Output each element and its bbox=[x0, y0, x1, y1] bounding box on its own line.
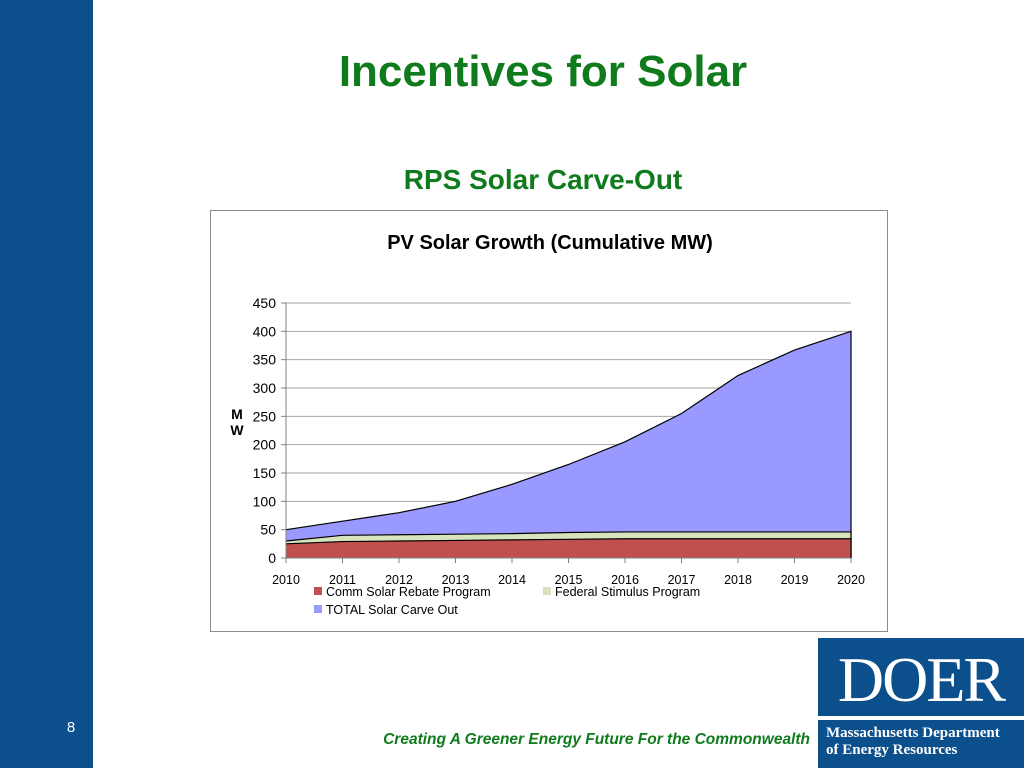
y-tick-label: 450 bbox=[253, 295, 277, 311]
area-chart: PV Solar Growth (Cumulative MW) 0 50 100 150… bbox=[230, 232, 865, 617]
logo-line-2: of Energy Resources bbox=[826, 742, 958, 758]
legend-label: Comm Solar Rebate Program bbox=[326, 585, 491, 599]
doer-logo: DOER Massachusetts Department of Energy … bbox=[818, 638, 1024, 768]
x-tick-label: 2018 bbox=[724, 573, 752, 587]
x-tick-label: 2014 bbox=[498, 573, 526, 587]
y-axis-label: M bbox=[231, 406, 243, 422]
legend-swatch bbox=[543, 587, 551, 595]
area-outline bbox=[285, 531, 852, 558]
area-outline bbox=[285, 538, 852, 558]
x-tick-label: 2017 bbox=[668, 573, 696, 587]
logo-mark: DOER bbox=[837, 644, 1006, 715]
x-tick-label: 2019 bbox=[781, 573, 809, 587]
logo-divider bbox=[818, 716, 1024, 720]
x-tick-label: 2012 bbox=[385, 573, 413, 587]
logo-line-1: Massachusetts Department bbox=[826, 725, 1000, 741]
x-tick-label: 2010 bbox=[272, 573, 300, 587]
x-tick-label: 2016 bbox=[611, 573, 639, 587]
y-tick-label: 50 bbox=[260, 522, 276, 538]
area-total-solar-carve-out bbox=[286, 331, 851, 558]
y-tick-label: 200 bbox=[253, 437, 277, 453]
x-tick-label: 2020 bbox=[837, 573, 865, 587]
area-outline bbox=[285, 330, 852, 558]
area-comm-solar-rebate-program bbox=[286, 538, 851, 558]
slide-subtitle: RPS Solar Carve-Out bbox=[403, 164, 683, 195]
legend-label: TOTAL Solar Carve Out bbox=[326, 603, 458, 617]
x-tick-label: 2013 bbox=[442, 573, 470, 587]
y-tick-label: 400 bbox=[253, 323, 277, 339]
y-tick-label: 300 bbox=[253, 380, 277, 396]
y-axis-label: W bbox=[230, 422, 244, 438]
y-tick-label: 0 bbox=[268, 550, 276, 566]
y-tick-label: 250 bbox=[253, 408, 277, 424]
chart-container: PV Solar Growth (Cumulative MW) 0 50 100 150… bbox=[210, 210, 888, 632]
footer-tagline: Creating A Greener Energy Future For the… bbox=[383, 731, 810, 748]
legend-label: Federal Stimulus Program bbox=[555, 585, 700, 599]
chart-title: PV Solar Growth (Cumulative MW) bbox=[387, 232, 713, 254]
side-bar bbox=[0, 0, 93, 768]
x-tick-label: 2011 bbox=[329, 573, 356, 587]
page-number: 8 bbox=[66, 719, 76, 736]
y-tick-label: 150 bbox=[253, 465, 277, 481]
x-tick-label: 2015 bbox=[555, 573, 583, 587]
y-tick-label: 100 bbox=[253, 493, 277, 509]
slide-title: Incentives for Solar bbox=[338, 47, 748, 96]
legend-swatch bbox=[314, 587, 322, 595]
y-tick-label: 350 bbox=[253, 352, 277, 368]
legend-swatch bbox=[314, 605, 322, 613]
